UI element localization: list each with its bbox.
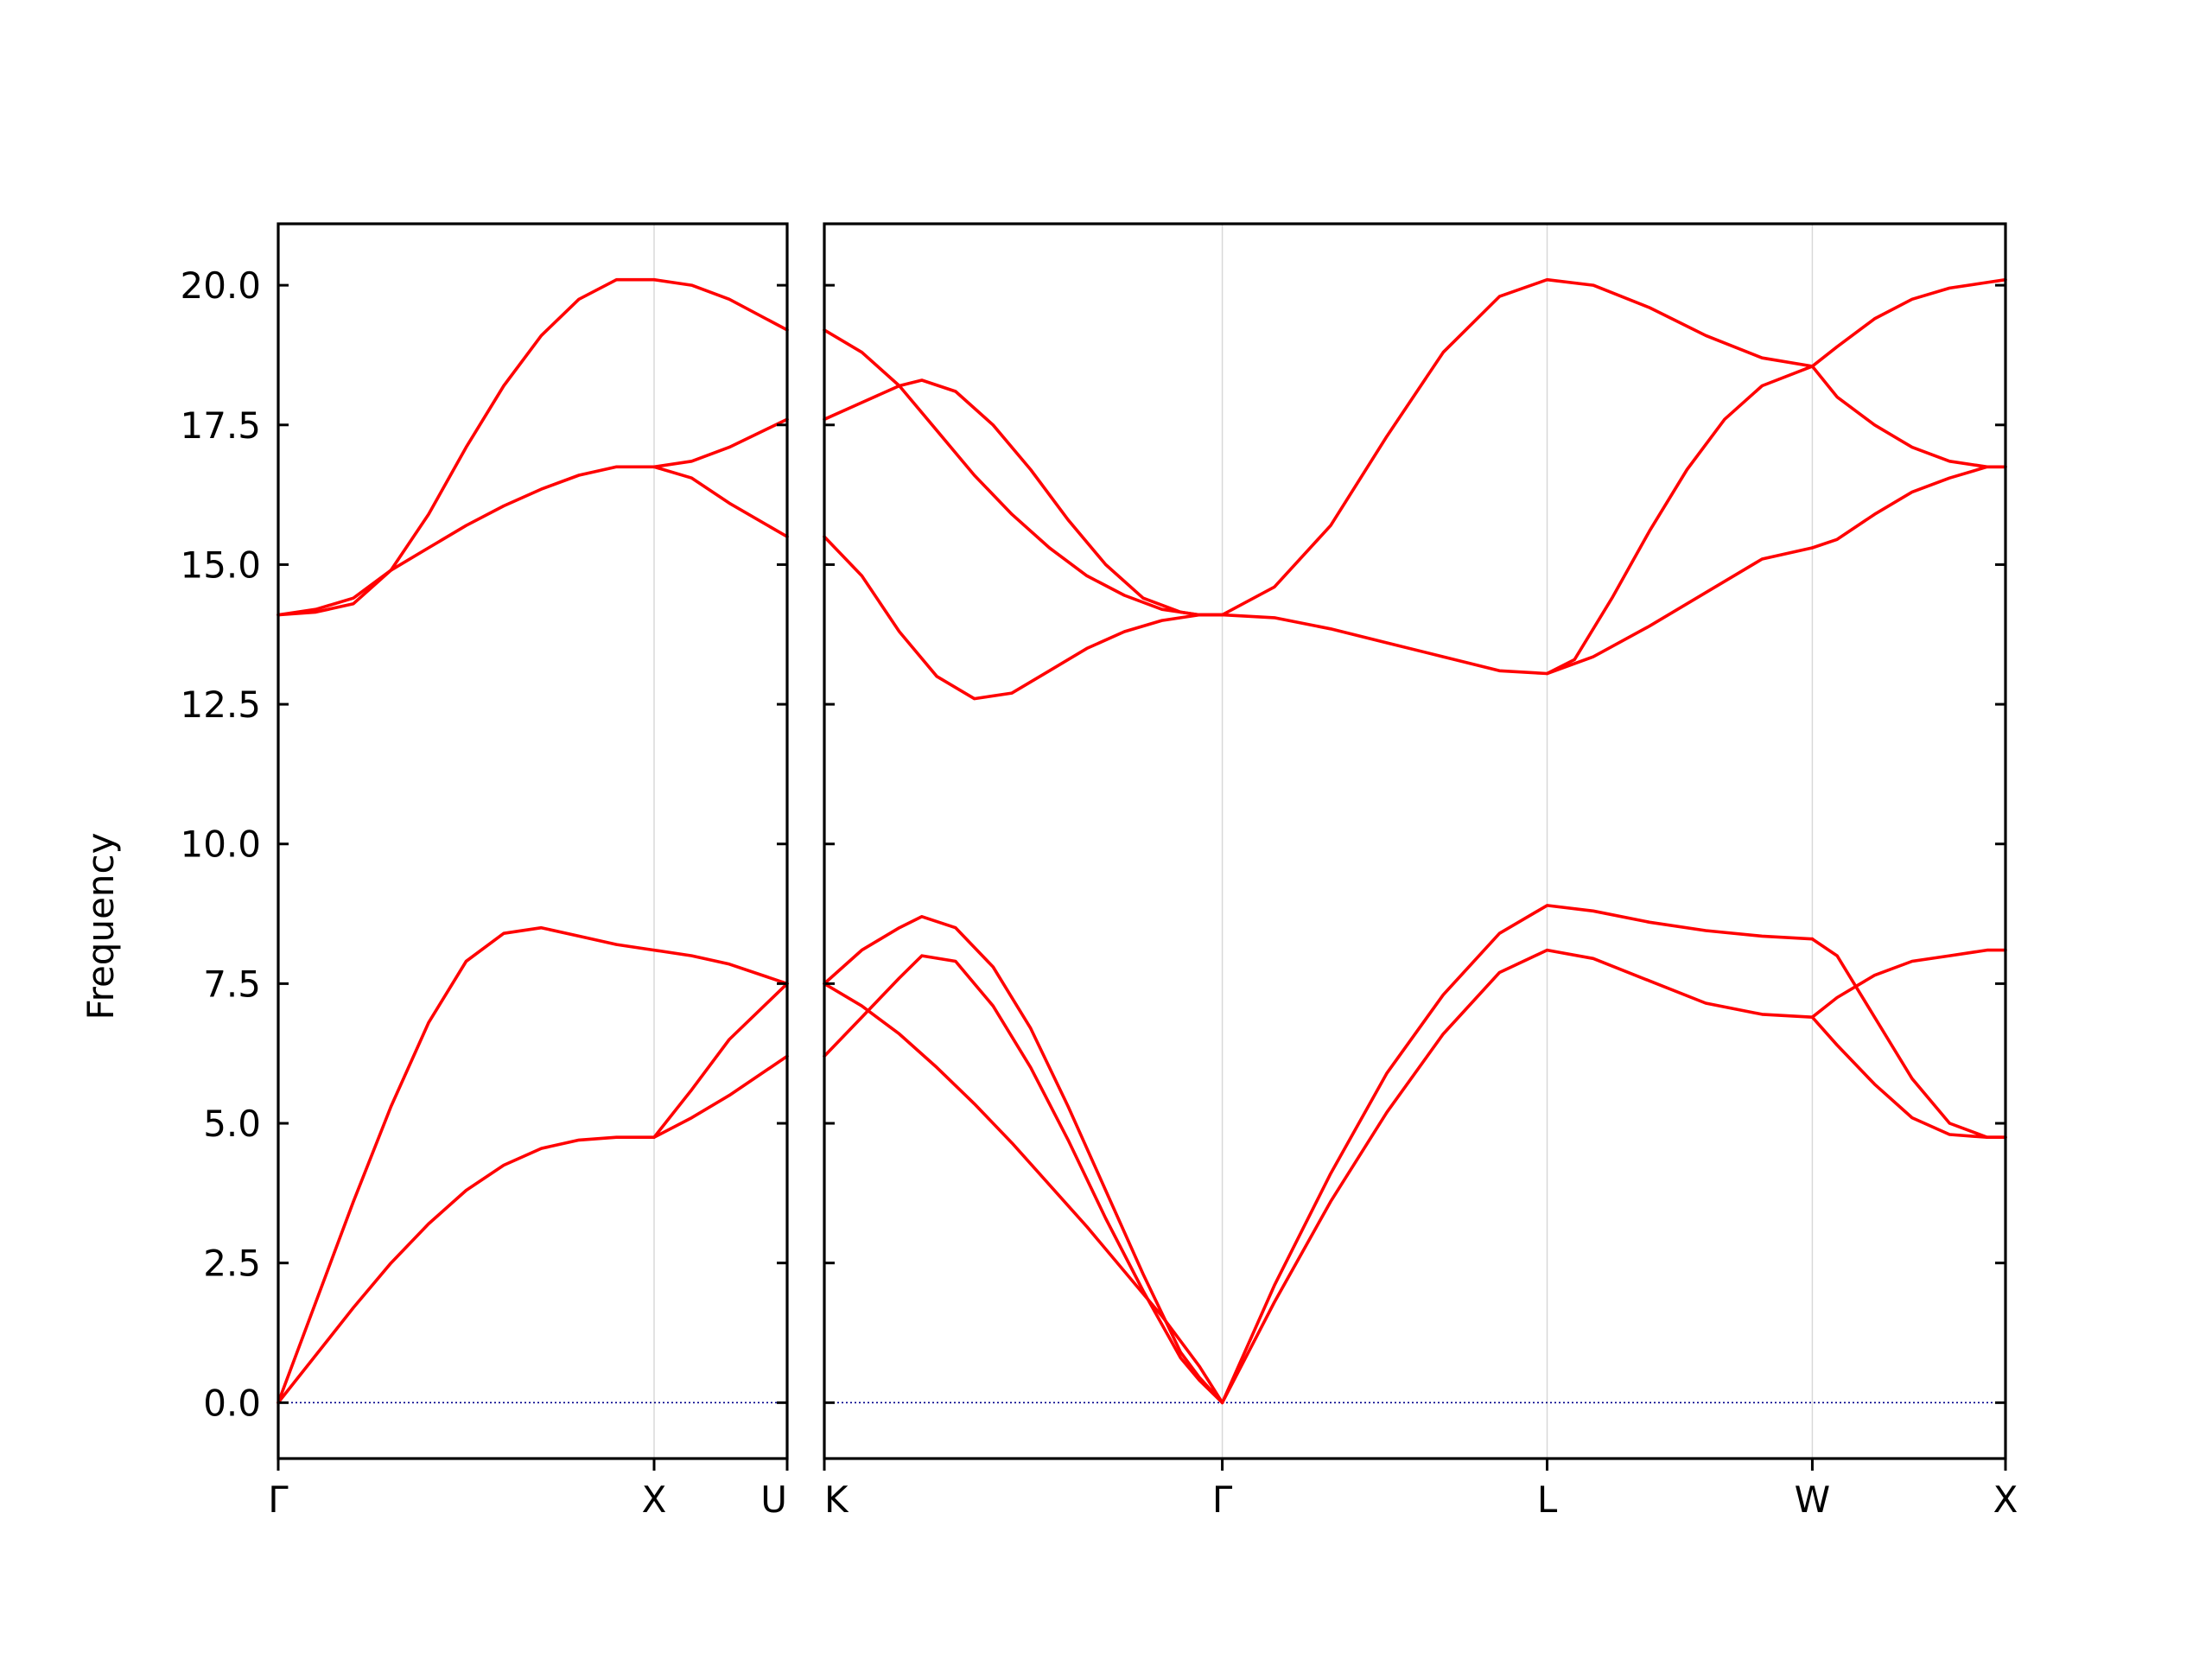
band-line (1810, 365, 2007, 469)
band-line (1810, 277, 2007, 368)
y-tick-label: 7.5 (203, 963, 261, 1005)
y-tick-label: 10.0 (180, 823, 261, 866)
band-line (823, 954, 1224, 1405)
y-tick-label: 17.5 (180, 404, 261, 447)
x-tick-label: Γ (1212, 1478, 1233, 1521)
panels: 0.0 2.5 5.0 7.5 10.0 12.5 15.0 17.5 20.0 Γ X U K Γ L W X (180, 222, 2018, 1521)
y-tick-label: 12.5 (180, 683, 261, 726)
band-line (823, 328, 1224, 617)
y-tick-label: 2.5 (203, 1243, 261, 1285)
x-tick-label: Γ (268, 1478, 289, 1521)
band-line (1220, 546, 1815, 676)
y-tick-label: 20.0 (180, 264, 261, 307)
band-line (1545, 365, 1815, 676)
panel-frame (823, 222, 2007, 1460)
band-line (276, 1054, 789, 1405)
x-tick-label: L (1537, 1478, 1558, 1521)
band-line (823, 535, 1224, 701)
band-line (823, 982, 1224, 1405)
panel-frame (276, 222, 789, 1460)
band-line (276, 465, 789, 617)
x-tick-label: X (642, 1478, 667, 1521)
band-line (1810, 937, 2007, 1139)
y-tick-label: 0.0 (203, 1382, 261, 1424)
panel-1: 0.0 2.5 5.0 7.5 10.0 12.5 15.0 17.5 20.0 Γ X U (180, 222, 789, 1521)
band-line (1810, 465, 2007, 550)
band-line (1810, 1015, 2007, 1139)
band-line (276, 277, 789, 617)
band-line (652, 417, 789, 469)
band-line (823, 915, 1224, 1405)
band-line (1220, 277, 1815, 617)
y-axis-title: Frequency (79, 833, 122, 1020)
band-line (1220, 904, 1815, 1405)
x-tick-label: X (1993, 1478, 2018, 1521)
x-tick-label: U (760, 1478, 787, 1521)
y-tick-label: 15.0 (180, 543, 261, 586)
x-tick-label: K (824, 1478, 849, 1521)
band-line (823, 378, 1224, 617)
y-tick-label: 5.0 (203, 1103, 261, 1145)
band-line (1220, 948, 1815, 1405)
band-line (652, 982, 789, 1139)
x-tick-label: W (1795, 1478, 1831, 1521)
band-line (276, 925, 789, 1405)
band-line (1810, 948, 2007, 1019)
